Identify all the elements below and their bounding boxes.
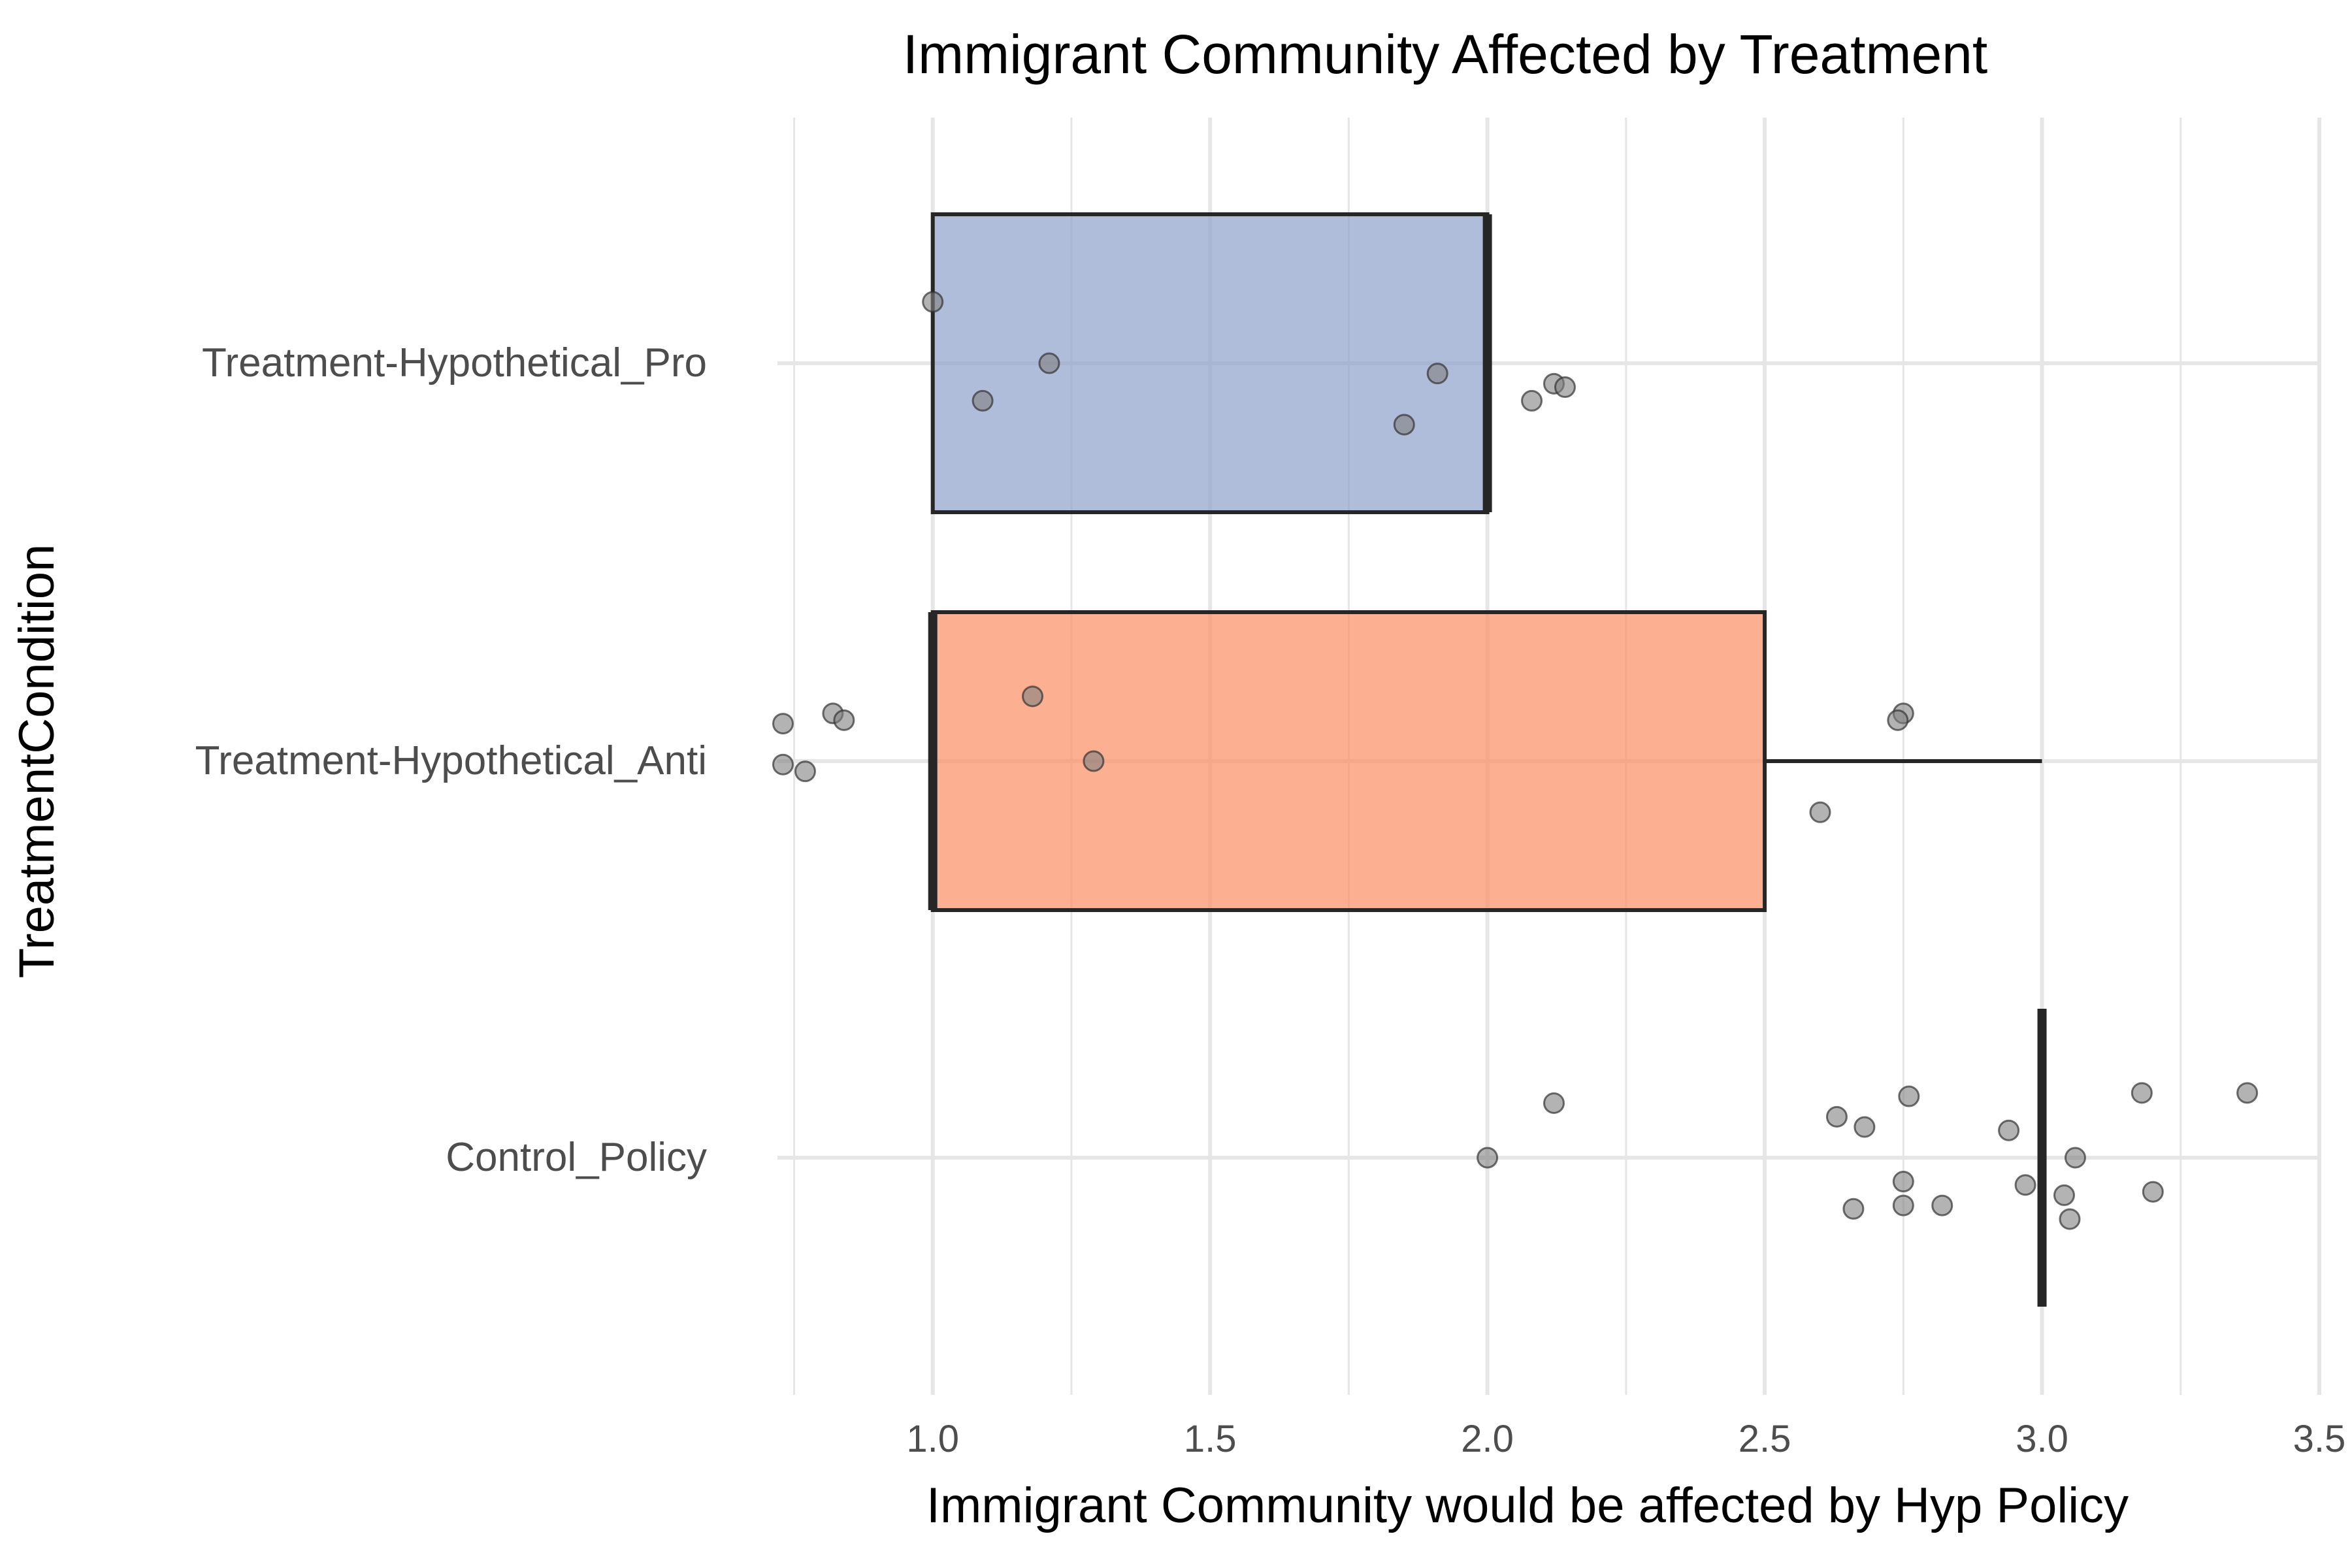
y-tick-label: Control_Policy xyxy=(446,1135,707,1180)
x-tick-label: 2.5 xyxy=(1739,1418,1791,1460)
y-tick-label: Treatment-Hypothetical_Anti xyxy=(195,738,707,783)
data-point xyxy=(1898,1085,1920,1107)
data-point xyxy=(794,760,816,783)
data-point xyxy=(1825,1105,1848,1128)
data-point xyxy=(1931,1194,1953,1217)
boxes xyxy=(928,212,2047,1307)
data-point xyxy=(1521,389,1543,412)
x-tick-label: 2.0 xyxy=(1461,1418,1514,1460)
box-Treatment-Hypothetical_Pro xyxy=(930,212,1492,514)
data-point xyxy=(1038,352,1060,374)
data-point xyxy=(2236,1082,2259,1104)
data-point xyxy=(1554,376,1576,399)
x-tick-label: 3.5 xyxy=(2293,1418,2346,1460)
data-point xyxy=(2014,1174,2036,1196)
data-point xyxy=(772,713,794,735)
data-point xyxy=(1809,801,1831,823)
data-point xyxy=(1477,1147,1499,1169)
data-point xyxy=(833,709,855,731)
data-point xyxy=(1022,685,1044,708)
data-point xyxy=(2131,1082,2153,1104)
data-point xyxy=(1892,1171,1914,1193)
data-point xyxy=(1083,750,1105,772)
data-point xyxy=(1543,1092,1565,1114)
chart-title: Immigrant Community Affected by Treatmen… xyxy=(903,24,1987,85)
data-point xyxy=(972,389,994,412)
data-point xyxy=(922,291,944,313)
x-tick-labels: 1.0 1.5 2.0 2.5 3.0 3.5 xyxy=(906,1418,2345,1460)
y-tick-labels: Treatment-Hypothetical_Pro Treatment-Hypo… xyxy=(195,340,707,1180)
data-point xyxy=(1842,1198,1865,1220)
data-point xyxy=(1393,414,1415,436)
x-tick-label: 1.0 xyxy=(906,1418,959,1460)
data-point xyxy=(2053,1184,2075,1206)
x-tick-label: 3.0 xyxy=(2016,1418,2068,1460)
data-point xyxy=(2064,1147,2086,1169)
x-axis-title: Immigrant Community would be affected by… xyxy=(926,1478,2129,1533)
data-point xyxy=(1998,1119,2020,1141)
iqr-box xyxy=(930,212,1490,514)
y-axis-title: TreatmentCondition xyxy=(9,544,65,979)
iqr-box xyxy=(930,610,1767,912)
data-point xyxy=(772,753,794,776)
x-tick-label: 1.5 xyxy=(1184,1418,1237,1460)
data-point xyxy=(1892,1194,1914,1217)
box-Treatment-Hypothetical_Anti xyxy=(928,610,2042,912)
data-point xyxy=(2142,1181,2164,1203)
y-tick-label: Treatment-Hypothetical_Pro xyxy=(202,340,707,385)
data-point xyxy=(2059,1208,2081,1230)
data-point xyxy=(1854,1116,1876,1138)
data-point xyxy=(1887,709,1909,731)
data-point xyxy=(1426,363,1448,385)
jitter-points xyxy=(772,291,2259,1230)
